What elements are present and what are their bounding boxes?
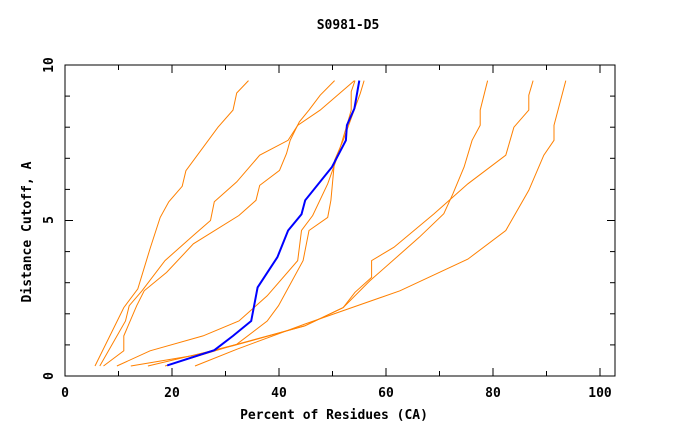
plot-frame <box>64 64 616 377</box>
y-tick-label: 0 <box>42 372 57 380</box>
series-line-model-3 <box>103 80 335 367</box>
y-tick-label: 5 <box>42 216 57 224</box>
series-line-model-1 <box>94 80 249 367</box>
chart-title: S0981-D5 <box>317 18 380 33</box>
y-tick-label: 10 <box>42 57 57 73</box>
x-tick-label: 100 <box>588 386 612 401</box>
x-axis-label: Percent of Residues (CA) <box>240 408 428 423</box>
series-line-target-model <box>166 80 361 367</box>
series-line-model-8 <box>164 80 365 367</box>
series-layer <box>94 80 567 367</box>
ticks <box>65 65 615 376</box>
x-tick-label: 60 <box>378 386 394 401</box>
x-tick-label: 20 <box>164 386 180 401</box>
y-axis-label: Distance Cutoff, A <box>20 161 35 302</box>
x-tick-label: 80 <box>485 386 501 401</box>
x-tick-label: 40 <box>271 386 287 401</box>
series-line-model-6 <box>147 80 489 367</box>
series-line-model-7 <box>194 80 567 367</box>
x-tick-label: 0 <box>61 386 69 401</box>
series-line-model-4 <box>116 80 356 367</box>
series-line-model-5 <box>130 80 534 367</box>
